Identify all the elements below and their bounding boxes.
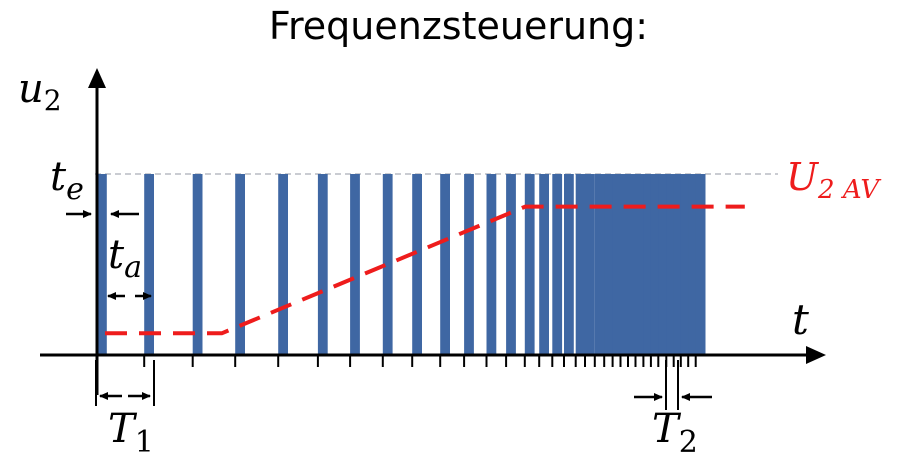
t-a-label: ta (108, 232, 142, 285)
T1-label: T1 (108, 406, 154, 460)
pulse-bar (620, 174, 631, 355)
pulse-bar (539, 174, 549, 355)
pulse-bar (552, 174, 563, 355)
page-title: Frequenzsteuerung: (268, 4, 649, 48)
pulse-bar (382, 174, 393, 355)
pulse-bar (235, 174, 245, 355)
x-axis-label: t (792, 295, 809, 344)
pulse-bar (612, 174, 623, 355)
pulse-bar (564, 174, 574, 355)
t-e-label: te (50, 154, 84, 207)
pulse-bar (628, 174, 638, 355)
T1-marker (95, 360, 155, 406)
axes (40, 68, 826, 395)
pulse-bar (412, 174, 422, 355)
y-axis-arrowhead (88, 68, 106, 88)
y-axis-label: u2 (18, 66, 62, 117)
pulse-bar (486, 174, 497, 355)
pulse-bar (144, 174, 154, 355)
average-voltage-label: U2 AV (786, 155, 881, 205)
pulse-bar (440, 174, 450, 355)
pulse-bar (604, 174, 614, 355)
pulse-bar (643, 174, 654, 355)
T2-label: T2 (652, 406, 698, 460)
pulse-bar (585, 174, 595, 355)
average-voltage-curve (105, 204, 745, 336)
T2-marker (634, 360, 712, 410)
pulse-bar (317, 174, 328, 355)
pulse-bar (658, 174, 669, 355)
x-axis-ticks (143, 355, 697, 367)
pulse-bar (464, 174, 474, 355)
x-axis-arrowhead (806, 346, 826, 364)
pulse-bar (680, 174, 691, 355)
pulse-bar (666, 174, 677, 355)
pulse-bar (97, 174, 107, 355)
pulse-bar (350, 174, 360, 355)
pulse-bar (673, 174, 684, 355)
pulse-bar (278, 174, 288, 355)
pulse-bar (650, 174, 661, 355)
pulse-bar (594, 174, 605, 355)
pulse-bar (635, 174, 646, 355)
pulse-bar (688, 174, 698, 355)
pulse-bar (524, 174, 535, 355)
pulse-bar (575, 174, 586, 355)
pulse-bar (506, 174, 516, 355)
pulse-train (97, 174, 706, 355)
pulse-bar (192, 174, 203, 355)
pulse-bar (695, 174, 706, 355)
